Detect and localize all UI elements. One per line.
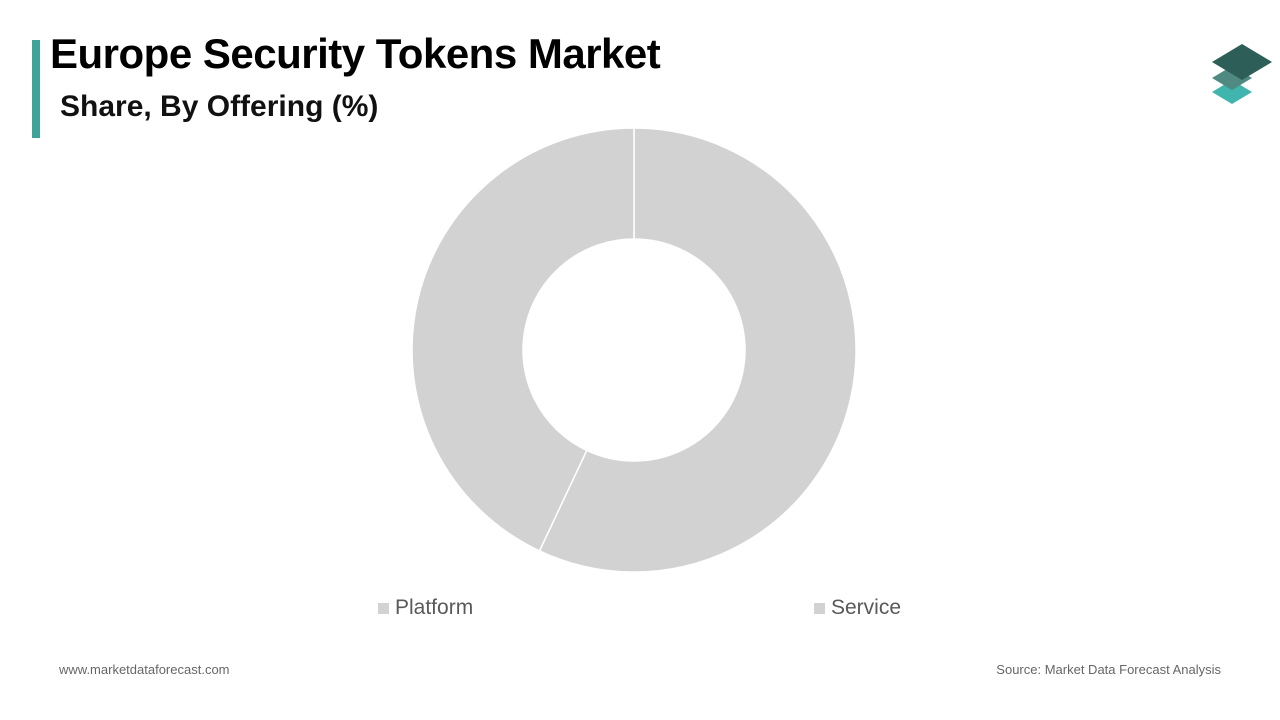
legend-swatch-platform <box>378 602 389 614</box>
legend-item-service: Service <box>814 596 901 620</box>
website-url: www.marketdataforecast.com <box>59 662 230 677</box>
legend-label-platform: Platform <box>395 596 474 619</box>
legend-item-platform: Platform <box>378 596 473 620</box>
chart-legend: Platform Service <box>0 596 1280 624</box>
chart-title: Europe Security Tokens Market <box>50 30 661 77</box>
legend-swatch-service <box>814 602 825 614</box>
logo-layer-bottom <box>1212 80 1252 104</box>
legend-label-service: Service <box>831 596 902 619</box>
donut-slice-service <box>538 127 857 573</box>
donut-slice-platform <box>411 127 635 552</box>
source-note: Source: Market Data Forecast Analysis <box>996 662 1221 677</box>
stacked-layers-icon <box>1212 44 1272 104</box>
title-accent-bar <box>32 40 40 138</box>
logo-layer-top <box>1212 44 1272 80</box>
chart-subtitle: Share, By Offering (%) <box>60 90 379 123</box>
